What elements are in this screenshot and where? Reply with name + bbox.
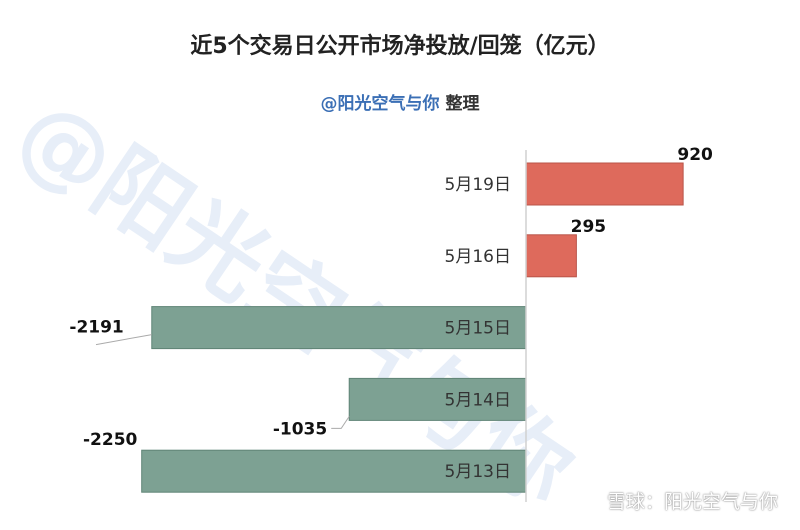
data-label: -1035 xyxy=(273,419,327,439)
bar xyxy=(525,162,684,206)
bar xyxy=(525,234,577,278)
category-label: 5月15日 xyxy=(445,319,511,339)
bar xyxy=(151,306,527,350)
chart-subtitle: @阳光空气与你 整理 xyxy=(0,89,800,114)
subtitle-handle: @阳光空气与你 xyxy=(320,94,440,114)
footer-watermark: 雪球：阳光空气与你 xyxy=(606,491,778,513)
leader-line xyxy=(331,416,350,429)
data-label: -2191 xyxy=(69,318,123,338)
bar xyxy=(348,377,527,421)
category-label: 5月16日 xyxy=(445,247,511,267)
leader-line xyxy=(95,334,152,346)
category-label: 5月13日 xyxy=(445,462,511,482)
data-label: 295 xyxy=(571,217,607,237)
category-label: 5月19日 xyxy=(445,175,511,195)
data-label: -2250 xyxy=(83,430,138,450)
chart-title: 近5个交易日公开市场净投放/回笼（亿元） xyxy=(190,34,610,59)
subtitle-suffix: 整理 xyxy=(445,94,480,114)
data-label: 920 xyxy=(677,145,713,165)
bar xyxy=(141,449,527,493)
category-label: 5月14日 xyxy=(445,390,511,410)
